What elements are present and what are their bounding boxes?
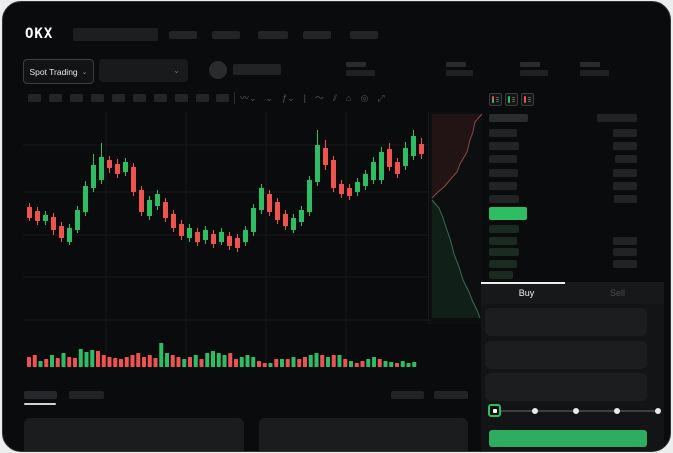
pair-dropdown[interactable]: ⌄ bbox=[99, 59, 188, 82]
bottom-tab-active[interactable] bbox=[24, 391, 57, 399]
amount-field[interactable] bbox=[485, 341, 647, 369]
price-field[interactable] bbox=[485, 308, 647, 336]
pair-name-skeleton bbox=[233, 64, 281, 75]
trendline-icon[interactable]: 〜 bbox=[314, 92, 324, 103]
candlestick-chart[interactable] bbox=[23, 112, 428, 377]
toolbar-divider bbox=[234, 92, 235, 104]
buy-sell-tabbar: Buy Sell bbox=[481, 282, 664, 304]
slider-stop[interactable] bbox=[614, 408, 620, 414]
fullscreen-icon[interactable]: ⤢ bbox=[377, 92, 385, 103]
settings-gear-icon[interactable]: ◎ bbox=[360, 92, 369, 103]
timeframe-button[interactable] bbox=[216, 94, 229, 102]
order-book-row bbox=[481, 195, 664, 203]
candle-type-icon[interactable]: 〰⌄ bbox=[240, 92, 257, 103]
order-book-row bbox=[481, 236, 664, 245]
spot-trading-selector[interactable]: Spot Trading ⌄ bbox=[23, 59, 94, 84]
history-panel-placeholder bbox=[259, 418, 468, 451]
chevron-down-icon: ⌄ bbox=[81, 68, 88, 76]
bottom-action-placeholder[interactable] bbox=[391, 391, 424, 399]
tab-sell[interactable]: Sell bbox=[609, 288, 625, 298]
orderbook-bids-view-icon[interactable] bbox=[505, 93, 518, 106]
order-book-row bbox=[481, 155, 664, 164]
okx-logo[interactable]: OKX bbox=[25, 26, 54, 42]
order-book-row bbox=[481, 142, 664, 151]
camera-icon[interactable]: ⌂ bbox=[346, 92, 352, 103]
order-book-row bbox=[481, 271, 664, 280]
timeframe-button[interactable] bbox=[112, 94, 125, 102]
timeframe-button[interactable] bbox=[196, 94, 209, 102]
slider-stop[interactable] bbox=[655, 408, 661, 414]
timeframe-button[interactable] bbox=[175, 94, 188, 102]
measure-icon[interactable]: ⫽ bbox=[333, 92, 338, 103]
timeframe-button[interactable] bbox=[28, 94, 41, 102]
orderbook-combined-view-icon[interactable] bbox=[489, 93, 502, 106]
bottom-tab-indicator bbox=[24, 403, 56, 405]
toolbar-divider: | bbox=[303, 92, 306, 103]
active-tab-indicator bbox=[481, 282, 565, 284]
bottom-tab[interactable] bbox=[69, 391, 104, 399]
timeframe-button[interactable] bbox=[91, 94, 104, 102]
timeframe-button-active[interactable] bbox=[49, 94, 62, 102]
order-book-row bbox=[481, 129, 664, 137]
tab-buy[interactable]: Buy bbox=[518, 288, 535, 298]
order-book-row bbox=[481, 259, 664, 268]
nav-item-placeholder[interactable] bbox=[303, 31, 331, 39]
timeframe-button[interactable] bbox=[70, 94, 83, 102]
timeframe-button[interactable] bbox=[154, 94, 167, 102]
ticker-skeleton bbox=[73, 28, 158, 41]
orders-panel-placeholder bbox=[24, 418, 244, 451]
slider-stop[interactable] bbox=[573, 408, 579, 414]
order-book-row bbox=[481, 248, 664, 257]
timeframe-button[interactable] bbox=[133, 94, 146, 102]
depth-chart bbox=[428, 112, 482, 324]
chevron-down-icon: ⌄ bbox=[173, 66, 180, 75]
bottom-action-placeholder[interactable] bbox=[434, 391, 468, 399]
nav-item-placeholder[interactable] bbox=[350, 31, 378, 39]
nav-item-placeholder[interactable] bbox=[169, 31, 197, 39]
orderbook-asks-view-icon[interactable] bbox=[521, 93, 534, 106]
pair-logo-avatar[interactable] bbox=[209, 61, 227, 79]
last-price-bar[interactable] bbox=[489, 207, 527, 220]
order-panel-sidebar: Buy Sell bbox=[481, 86, 664, 451]
chart-tool-icons: 〰⌄ ⌄ ƒ⌄ | 〜 ⫽ ⌂ ◎ ⤢ bbox=[240, 90, 385, 106]
order-book-row bbox=[481, 225, 664, 233]
nav-item-placeholder[interactable] bbox=[258, 31, 288, 39]
order-book-row bbox=[481, 114, 664, 122]
indicators-icon[interactable]: ƒ⌄ bbox=[282, 92, 295, 103]
buy-submit-button[interactable] bbox=[489, 430, 647, 447]
interval-dropdown-icon[interactable]: ⌄ bbox=[265, 92, 274, 103]
order-book-row bbox=[481, 168, 664, 177]
spot-trading-label: Spot Trading bbox=[29, 66, 78, 77]
slider-stop[interactable] bbox=[532, 408, 538, 414]
nav-item-placeholder[interactable] bbox=[212, 31, 240, 39]
order-book-row bbox=[481, 181, 664, 190]
amount-slider-handle[interactable] bbox=[488, 404, 501, 417]
total-field[interactable] bbox=[485, 373, 647, 401]
